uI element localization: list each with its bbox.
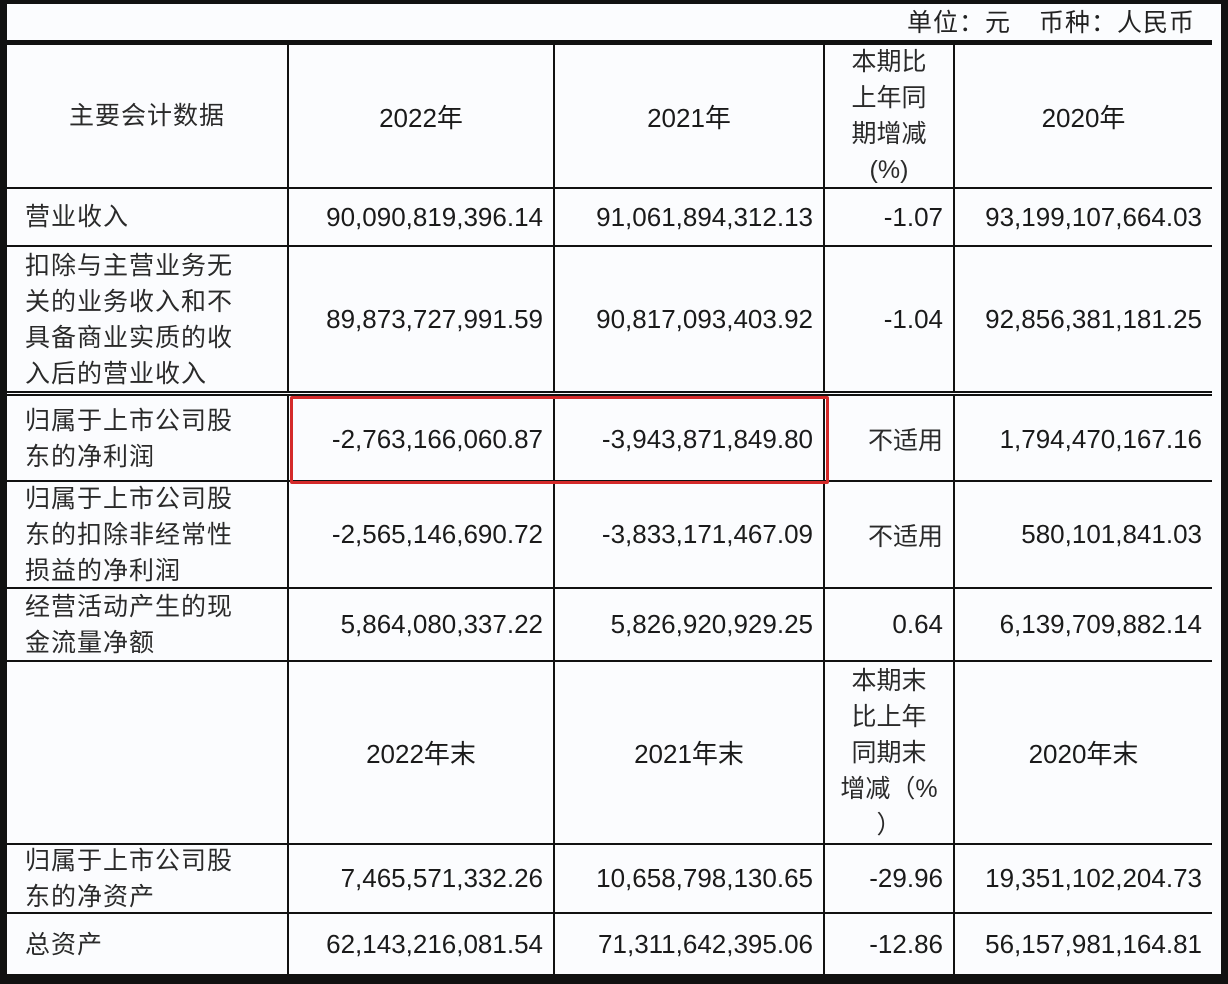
header-2022: 2022年	[287, 45, 553, 187]
header-2021: 2021年	[553, 45, 823, 187]
row-label: 总资产	[25, 930, 104, 959]
value-2022: -2,565,146,690.72	[287, 482, 553, 587]
value-2020: 93,199,107,664.03	[953, 189, 1212, 245]
unit-currency-note: 单位：元 币种：人民币	[907, 6, 1195, 40]
table-subheader-row: 2022年末 2021年末 本期末 比上年 同期末 增减（% ） 2020年末	[7, 660, 1212, 843]
table-row: 经营活动产生的现 金流量净额 5,864,080,337.22 5,826,920…	[7, 587, 1212, 660]
value-2021: 91,061,894,312.13	[553, 189, 823, 245]
value-2021: 10,658,798,130.65	[553, 845, 823, 912]
value-2020: 56,157,981,164.81	[953, 914, 1212, 975]
value-2022: -2,763,166,060.87	[287, 396, 553, 482]
value-2022: 90,090,819,396.14	[287, 189, 553, 245]
table-header-row: 主要会计数据 2022年 2021年 本期比 上年同 期增减 (%) 2020年	[7, 40, 1212, 187]
value-2021: 5,826,920,929.25	[553, 589, 823, 660]
row-label: 归属于上市公司股 东的净资产	[25, 846, 234, 911]
row-label: 营业收入	[25, 203, 130, 231]
value-2021: 71,311,642,395.06	[553, 914, 823, 975]
row-label: 归属于上市公司股 东的扣除非经常性 损益的净利润	[25, 484, 234, 585]
value-2022: 7,465,571,332.26	[287, 845, 553, 912]
value-change: 不适用	[823, 396, 953, 482]
value-2020: 19,351,102,204.73	[953, 845, 1212, 912]
value-change: -12.86	[823, 914, 953, 975]
subheader-label	[7, 662, 287, 843]
subheader-2021-end: 2021年末	[553, 662, 823, 843]
value-2022: 5,864,080,337.22	[287, 589, 553, 660]
unit-label: 单位：元	[906, 9, 1011, 37]
value-change: -29.96	[823, 845, 953, 912]
header-2020: 2020年	[953, 45, 1212, 187]
table-row: 营业收入 90,090,819,396.14 91,061,894,312.13…	[7, 187, 1212, 245]
table-row: 归属于上市公司股 东的净资产 7,465,571,332.26 10,658,79…	[7, 843, 1212, 912]
value-change: 0.64	[823, 589, 953, 660]
value-2020: 92,856,381,181.25	[953, 247, 1212, 392]
value-change: 不适用	[823, 482, 953, 587]
subheader-2020-end: 2020年末	[953, 662, 1212, 843]
table-row: 扣除与主营业务无 关的业务收入和不 具备商业实质的收 入后的营业收入 89,873,7…	[7, 245, 1212, 392]
table-row: 归属于上市公司股 东的扣除非经常性 损益的净利润 -2,565,146,690.72…	[7, 480, 1212, 587]
value-2022: 89,873,727,991.59	[287, 247, 553, 392]
value-change: -1.04	[823, 247, 953, 392]
row-label: 经营活动产生的现 金流量净额	[25, 592, 234, 657]
subheader-change-pct: 本期末 比上年 同期末 增减（% ）	[823, 662, 953, 843]
value-2020: 1,794,470,167.16	[953, 396, 1212, 482]
row-label: 归属于上市公司股 东的净利润	[25, 407, 234, 471]
value-2022: 62,143,216,081.54	[287, 914, 553, 975]
table-row-net-profit: 归属于上市公司股 东的净利润 -2,763,166,060.87 -3,943,8…	[7, 391, 1212, 482]
value-2020: 6,139,709,882.14	[953, 589, 1212, 660]
value-change: -1.07	[823, 189, 953, 245]
value-2021: 90,817,093,403.92	[553, 247, 823, 392]
header-label: 主要会计数据	[68, 102, 225, 130]
financial-table-page: 单位：元 币种：人民币 主要会计数据 2022年 2021年 本期比 上年同 期增…	[7, 4, 1221, 975]
row-label: 扣除与主营业务无 关的业务收入和不 具备商业实质的收 入后的营业收入	[25, 251, 234, 388]
subheader-2022-end: 2022年末	[287, 662, 553, 843]
value-2021: -3,833,171,467.09	[553, 482, 823, 587]
header-change-pct: 本期比 上年同 期增减 (%)	[823, 45, 953, 187]
value-2020: 580,101,841.03	[953, 482, 1212, 587]
value-2021: -3,943,871,849.80	[553, 396, 823, 482]
table-row: 总资产 62,143,216,081.54 71,311,642,395.06 …	[7, 912, 1212, 975]
currency-label: 币种：人民币	[1038, 9, 1195, 37]
